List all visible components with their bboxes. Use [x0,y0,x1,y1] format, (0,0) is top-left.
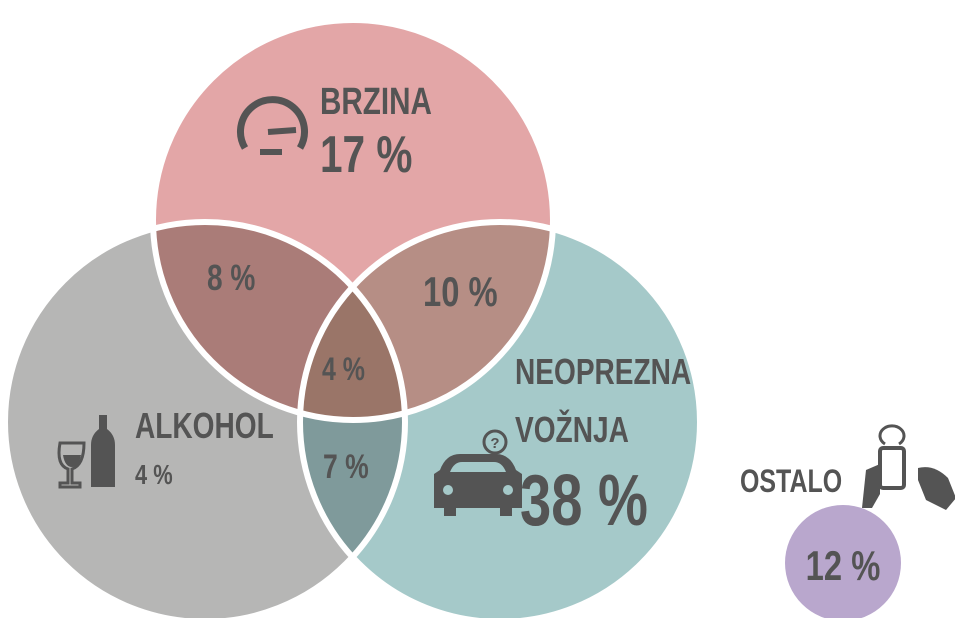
wine-icon [57,415,115,489]
speedometer-icon [237,96,308,155]
overlap-value: 8 % [207,258,255,298]
set-value: 17 % [320,125,412,183]
set-label: BRZINA [320,81,432,123]
set-value: 38 % [520,460,648,540]
overlap-brzina-alkohol [153,222,405,420]
other-value: 12 % [806,542,881,589]
svg-text:?: ? [490,435,499,452]
circle-ostalo [785,505,901,618]
overlap-value: 10 % [423,268,498,315]
circle-borders [2,17,703,618]
overlap-value: 4 % [322,352,365,388]
overlap-value: 7 % [323,448,369,486]
set-label: NEOPREZNA [515,352,691,392]
phone-hands-icon [862,424,955,510]
set-value: 4 % [135,459,173,490]
set-label: VOŽNJA [515,410,629,450]
set-label: ALKOHOL [135,406,274,446]
car-icon: ? [434,429,522,516]
overlap-brzina-neoprezna [300,222,553,420]
other-label: OSTALO [740,464,842,500]
